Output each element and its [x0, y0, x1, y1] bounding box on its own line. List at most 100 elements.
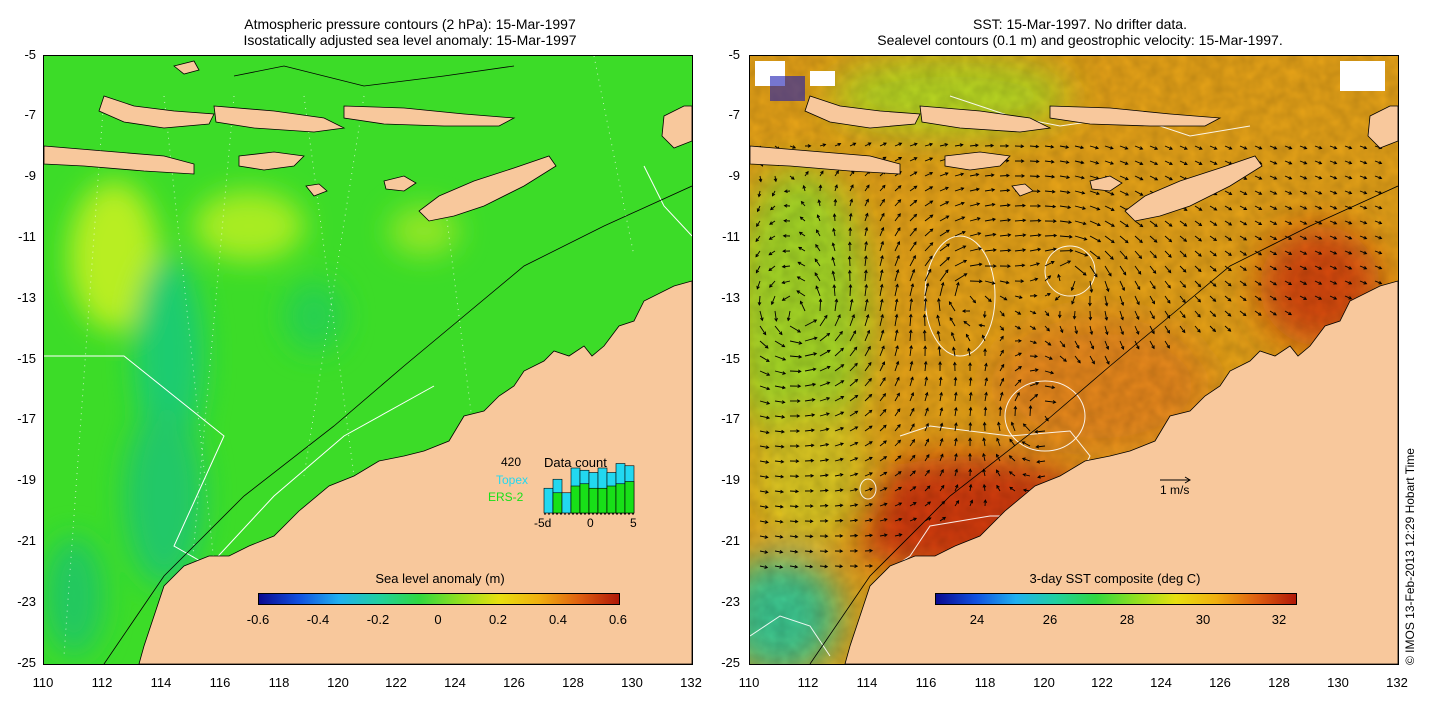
velocity-arrowhead [1051, 174, 1056, 179]
velocity-arrow [849, 330, 856, 342]
velocity-arrow [954, 484, 959, 492]
velocity-arrowhead [825, 442, 830, 447]
velocity-arrowhead [854, 518, 859, 523]
velocity-arrowhead [755, 269, 760, 274]
velocity-arrow [909, 255, 916, 267]
velocity-arrowhead [1212, 283, 1217, 287]
velocity-arrow [954, 469, 958, 477]
velocity-arrowhead [945, 215, 950, 219]
velocity-arrow [909, 439, 915, 447]
velocity-arrow [879, 487, 887, 492]
velocity-arrow [894, 534, 902, 537]
velocity-arrow [1044, 190, 1055, 193]
velocity-arrow [984, 377, 988, 387]
velocity-arrow [894, 227, 901, 237]
velocity-arrow [949, 301, 956, 312]
velocity-arrowhead [869, 518, 873, 522]
velocity-arrow [1254, 145, 1262, 150]
velocity-arrowhead [1077, 359, 1081, 364]
velocity-arrow [1209, 325, 1216, 332]
velocity-arrow [1284, 295, 1292, 300]
velocity-arrowhead [1051, 385, 1056, 390]
velocity-arrowhead [965, 333, 970, 338]
velocity-arrowhead [1243, 237, 1248, 241]
left-title-line1: Atmospheric pressure contours (2 hPa): 1… [244, 16, 576, 32]
left-x-tick-132: 132 [680, 675, 702, 690]
velocity-arrow [800, 216, 806, 222]
velocity-arrowhead [1242, 297, 1247, 302]
velocity-arrowhead [1090, 345, 1095, 350]
velocity-arrow [924, 298, 927, 312]
velocity-arrow [969, 188, 980, 192]
velocity-arrow [954, 202, 965, 207]
velocity-arrowhead [967, 347, 971, 352]
velocity-arrowhead [1363, 205, 1368, 210]
velocity-arrow [834, 473, 843, 477]
velocity-arrowhead [781, 264, 786, 269]
velocity-arrowhead [1318, 236, 1323, 240]
velocity-arrow [1044, 340, 1051, 346]
velocity-arrow [969, 173, 979, 177]
velocity-arrowhead [925, 422, 929, 427]
velocity-arrowhead [805, 170, 809, 175]
velocity-arrow [789, 355, 802, 358]
velocity-arrow [1284, 235, 1292, 240]
velocity-arrow [984, 422, 986, 432]
velocity-arrow [924, 228, 934, 237]
velocity-arrow [1119, 265, 1127, 276]
velocity-arrowhead [946, 256, 951, 261]
velocity-arrowhead [1198, 222, 1203, 227]
velocity-arrowhead [1060, 329, 1064, 334]
velocity-arrowhead [850, 184, 854, 189]
velocity-arrow [771, 295, 776, 305]
velocity-arrow [909, 269, 915, 282]
velocity-arrow [1224, 310, 1231, 317]
sst-colorbar-label: 3-day SST composite (deg C) [1029, 571, 1201, 586]
right-x-tick-118: 118 [974, 675, 996, 690]
velocity-arrowhead [995, 453, 1000, 458]
velocity-arrow [1209, 145, 1217, 150]
velocity-arrowhead [1198, 146, 1203, 150]
velocity-arrow [1314, 250, 1322, 255]
velocity-arrow [1089, 355, 1095, 364]
velocity-arrow [924, 283, 929, 297]
velocity-arrowhead [1051, 189, 1056, 194]
velocity-arrowhead [1008, 471, 1013, 475]
velocity-arrowhead [961, 230, 966, 235]
velocity-arrow [1059, 205, 1071, 209]
velocity-arrowhead [1378, 266, 1383, 270]
velocity-arrow [1149, 175, 1158, 181]
velocity-arrowhead [781, 385, 786, 390]
velocity-arrow [759, 340, 769, 349]
savu-island [383, 175, 417, 192]
velocity-arrow [999, 204, 1010, 207]
velocity-arrow [1224, 190, 1232, 195]
velocity-arrow [939, 187, 949, 192]
velocity-arrowhead [1050, 261, 1055, 265]
velocity-arrowhead [1072, 315, 1077, 320]
velocity-arrowhead [1069, 234, 1073, 239]
velocity-arrow [1029, 175, 1040, 177]
velocity-arrow [1299, 220, 1307, 225]
velocity-arrowhead [1109, 146, 1114, 150]
velocity-arrowhead [779, 504, 784, 509]
velocity-arrowhead [1378, 160, 1383, 165]
velocity-arrowhead [781, 297, 786, 301]
velocity-arrowhead [839, 488, 844, 492]
velocity-arrow [1359, 265, 1367, 270]
velocity-arrowhead [1169, 146, 1173, 150]
velocity-arrowhead [976, 217, 981, 221]
velocity-arrow [984, 363, 987, 372]
velocity-arrowhead [1111, 223, 1115, 227]
velocity-arrowhead [881, 212, 885, 217]
velocity-arrow [759, 535, 768, 538]
velocity-arrow [789, 340, 802, 344]
velocity-arrow [789, 565, 798, 568]
velocity-arrowhead [897, 213, 901, 217]
rote-island [305, 183, 328, 197]
velocity-arrowhead [1124, 255, 1128, 260]
velocity-arrow [1224, 160, 1232, 165]
velocity-arrow [996, 438, 1001, 447]
velocity-arrow [1344, 220, 1352, 225]
velocity-arrow [1179, 310, 1186, 318]
